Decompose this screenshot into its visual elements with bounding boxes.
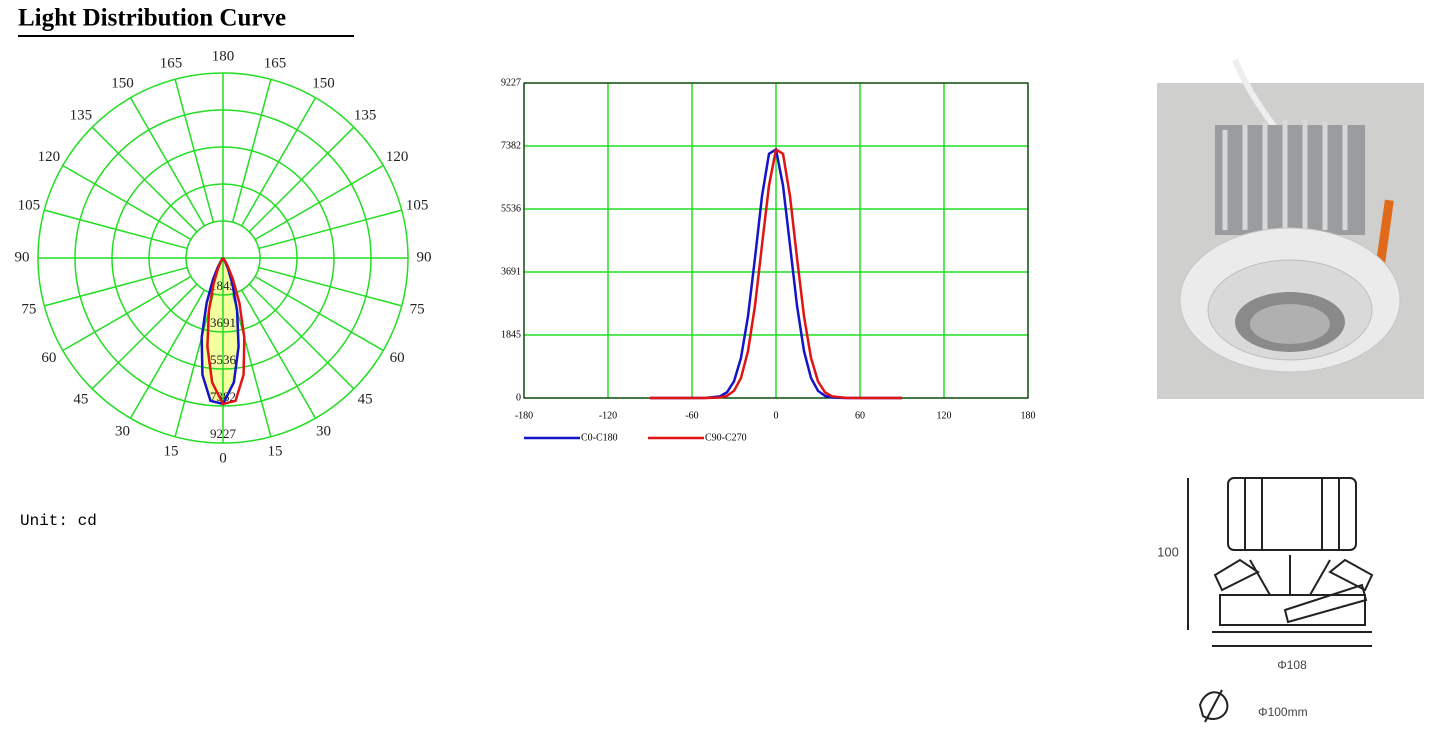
polar-spoke — [258, 209, 402, 250]
polar-spoke — [240, 97, 317, 227]
polar-spoke — [91, 126, 198, 233]
y-tick-label: 5536 — [501, 203, 521, 214]
polar-spoke — [44, 266, 188, 307]
angle-label: 30 — [316, 424, 331, 440]
polar-spoke — [254, 275, 384, 352]
legend-label: C90-C270 — [705, 432, 747, 443]
angle-label: 135 — [354, 107, 377, 123]
dimension-drawing — [1187, 477, 1374, 723]
angle-label: 15 — [163, 444, 178, 460]
angle-label: 15 — [268, 444, 283, 460]
angle-label: 45 — [358, 392, 373, 408]
polar-spoke — [240, 289, 317, 419]
polar-spoke — [129, 289, 206, 419]
polar-spoke — [44, 209, 188, 250]
angle-label: 150 — [111, 75, 134, 91]
angle-label: 60 — [41, 350, 56, 366]
plot-frame — [523, 82, 1029, 399]
x-tick-label: 0 — [774, 410, 779, 421]
angle-label: 60 — [390, 350, 405, 366]
polar-spoke — [129, 97, 206, 227]
product-photo — [1157, 58, 1424, 399]
page-title: Light Distribution Curve — [18, 5, 286, 32]
x-tick-label: 60 — [855, 410, 865, 421]
series-line — [650, 147, 902, 400]
polar-spoke — [62, 275, 192, 352]
x-tick-label: 120 — [937, 410, 952, 421]
angle-label: 45 — [73, 392, 88, 408]
height-label: 100 — [1157, 544, 1179, 559]
x-tick-label: -180 — [515, 410, 533, 421]
angle-label: 165 — [160, 55, 183, 71]
y-tick-label: 0 — [516, 392, 521, 403]
angle-label: 135 — [70, 107, 93, 123]
angle-label: 75 — [21, 301, 36, 317]
polar-spoke — [248, 283, 355, 390]
polar-spoke — [254, 164, 384, 241]
angle-label: 75 — [410, 301, 425, 317]
angle-label: 105 — [406, 197, 429, 213]
angle-label: 120 — [386, 149, 409, 165]
angle-label: 150 — [312, 75, 335, 91]
polar-curve — [206, 257, 246, 406]
polar-spoke — [231, 79, 272, 223]
angle-label: 105 — [18, 197, 41, 213]
polar-spoke — [62, 164, 192, 241]
polar-spoke — [174, 79, 215, 223]
y-tick-label: 7382 — [501, 140, 521, 151]
polar-spoke — [91, 283, 198, 390]
polar-spoke — [174, 293, 215, 437]
angle-label: 120 — [38, 149, 61, 165]
angle-label: 0 — [219, 450, 227, 466]
x-tick-label: -120 — [599, 410, 617, 421]
y-tick-label: 1845 — [501, 329, 521, 340]
legend-label: C0-C180 — [581, 432, 618, 443]
y-tick-label: 9227 — [501, 77, 521, 88]
polar-spoke — [248, 126, 355, 233]
cutout-label: Φ100mm — [1258, 705, 1308, 719]
angle-label: 30 — [115, 424, 130, 440]
x-tick-label: 180 — [1021, 410, 1036, 421]
angle-label: 90 — [15, 249, 30, 265]
polar-spoke — [231, 293, 272, 437]
unit-label: Unit: cd — [20, 512, 97, 530]
angle-label: 180 — [212, 48, 235, 64]
angle-label: 90 — [417, 249, 432, 265]
y-tick-label: 3691 — [501, 266, 521, 277]
x-tick-label: -60 — [685, 410, 698, 421]
polar-spoke — [258, 266, 402, 307]
diameter-label: Φ108 — [1277, 658, 1307, 672]
angle-label: 165 — [264, 55, 287, 71]
